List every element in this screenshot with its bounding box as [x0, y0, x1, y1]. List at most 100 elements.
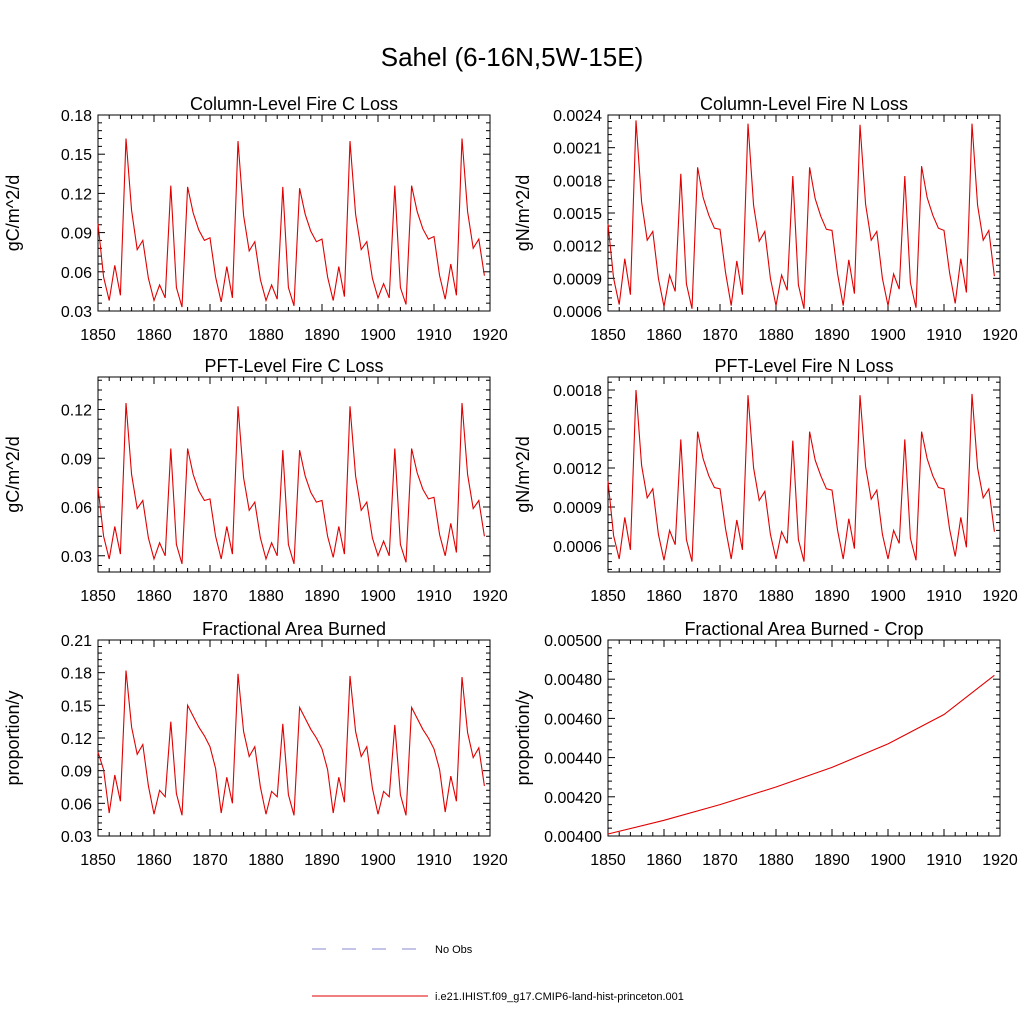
y-axis-label: proportion/y [513, 690, 533, 785]
x-tick-label: 1900 [360, 852, 396, 869]
y-tick-label: 0.00420 [544, 790, 602, 807]
x-tick-label: 1850 [80, 588, 116, 605]
x-tick-label: 1860 [646, 327, 682, 344]
y-tick-label: 0.0024 [553, 108, 602, 125]
x-tick-label: 1870 [702, 852, 738, 869]
panel-title: Column-Level Fire N Loss [700, 94, 908, 114]
x-tick-label: 1920 [472, 327, 508, 344]
x-tick-label: 1850 [80, 327, 116, 344]
y-tick-label: 0.09 [61, 451, 92, 468]
x-tick-label: 1860 [646, 588, 682, 605]
x-tick-label: 1870 [702, 327, 738, 344]
x-tick-label: 1890 [304, 588, 340, 605]
legend-label-model: i.e21.IHIST.f09_g17.CMIP6-land-hist-prin… [435, 991, 684, 1003]
x-tick-label: 1850 [590, 327, 626, 344]
x-tick-label: 1870 [192, 852, 228, 869]
x-tick-label: 1920 [982, 852, 1018, 869]
x-tick-label: 1880 [758, 588, 794, 605]
x-tick-label: 1850 [80, 852, 116, 869]
x-tick-label: 1910 [416, 588, 452, 605]
y-tick-label: 0.12 [61, 403, 92, 420]
x-tick-label: 1850 [590, 588, 626, 605]
x-tick-label: 1890 [814, 327, 850, 344]
x-tick-label: 1900 [870, 852, 906, 869]
plot-frame [97, 376, 491, 573]
y-tick-label: 0.0015 [553, 206, 602, 223]
y-tick-label: 0.03 [61, 549, 92, 566]
y-tick-label: 0.21 [61, 633, 92, 650]
panel-title: Fractional Area Burned [202, 619, 386, 639]
y-axis-label: gN/m^2/d [513, 436, 533, 512]
y-tick-label: 0.00460 [544, 711, 602, 728]
x-tick-label: 1870 [192, 327, 228, 344]
y-axis-label: gC/m^2/d [3, 175, 23, 251]
x-tick-label: 1860 [136, 852, 172, 869]
chart-panel-2: 1850 1860 1870 1880 1890 1900 1910 1920 0.0006 0.… [513, 94, 1018, 344]
chart-panels: 1850 1860 1870 1880 1890 1900 1910 1920 0.03 0.06… [3, 94, 1018, 869]
x-tick-label: 1860 [136, 327, 172, 344]
x-tick-label: 1890 [814, 852, 850, 869]
y-tick-label: 0.09 [61, 226, 92, 243]
plot-frame [97, 114, 491, 312]
x-tick-label: 1910 [926, 588, 962, 605]
y-tick-label: 0.00400 [544, 829, 602, 846]
y-axis-label: proportion/y [3, 690, 23, 785]
x-tick-label: 1850 [590, 852, 626, 869]
y-tick-label: 0.0012 [553, 239, 602, 256]
x-tick-label: 1910 [416, 852, 452, 869]
y-tick-label: 0.06 [61, 265, 92, 282]
x-tick-label: 1890 [814, 588, 850, 605]
series-line [607, 389, 995, 562]
y-tick-label: 0.0015 [553, 422, 602, 439]
x-tick-label: 1860 [136, 588, 172, 605]
y-tick-label: 0.12 [61, 731, 92, 748]
y-tick-label: 0.0018 [553, 383, 602, 400]
panel-title: Fractional Area Burned - Crop [684, 619, 923, 639]
y-tick-label: 0.0021 [553, 141, 602, 158]
legend: No Obs i.e21.IHIST.f09_g17.CMIP6-land-hi… [312, 944, 684, 1003]
y-tick-label: 0.15 [61, 698, 92, 715]
panel-title: PFT-Level Fire C Loss [204, 356, 383, 376]
series-line [607, 120, 995, 309]
x-tick-label: 1910 [926, 852, 962, 869]
chart-panel-1: 1850 1860 1870 1880 1890 1900 1910 1920 0.03 0.06… [3, 94, 508, 344]
x-tick-label: 1880 [248, 852, 284, 869]
chart-panel-5: 1850 1860 1870 1880 1890 1900 1910 1920 0.03 0.06… [3, 619, 508, 869]
y-tick-label: 0.18 [61, 108, 92, 125]
x-tick-label: 1880 [248, 588, 284, 605]
x-tick-label: 1920 [982, 588, 1018, 605]
x-tick-label: 1920 [472, 588, 508, 605]
y-tick-label: 0.00440 [544, 751, 602, 768]
panel-title: PFT-Level Fire N Loss [714, 356, 893, 376]
series-line [97, 670, 485, 816]
chart-panel-3: 1850 1860 1870 1880 1890 1900 1910 1920 0.03 0.06… [3, 356, 508, 605]
x-tick-label: 1860 [646, 852, 682, 869]
x-tick-label: 1900 [870, 588, 906, 605]
y-tick-label: 0.09 [61, 764, 92, 781]
y-axis-label: gN/m^2/d [513, 175, 533, 251]
chart-panel-6: 1850 1860 1870 1880 1890 1900 1910 1920 0.00400 0… [513, 619, 1018, 869]
y-tick-label: 0.0012 [553, 461, 602, 478]
chart-panel-4: 1850 1860 1870 1880 1890 1900 1910 1920 0.0006 0.… [513, 356, 1018, 605]
y-tick-label: 0.0009 [553, 271, 602, 288]
x-tick-label: 1880 [758, 327, 794, 344]
y-tick-label: 0.18 [61, 666, 92, 683]
legend-label-no-obs: No Obs [435, 944, 473, 956]
x-tick-label: 1920 [472, 852, 508, 869]
y-tick-label: 0.0018 [553, 173, 602, 190]
x-tick-label: 1920 [982, 327, 1018, 344]
y-tick-label: 0.00500 [544, 633, 602, 650]
series-line [97, 402, 485, 565]
y-tick-label: 0.06 [61, 500, 92, 517]
y-axis-label: gC/m^2/d [3, 436, 23, 512]
y-tick-label: 0.0006 [553, 304, 602, 321]
series-line [607, 674, 995, 835]
y-tick-label: 0.15 [61, 147, 92, 164]
plot-frame [607, 639, 1001, 837]
x-tick-label: 1900 [360, 327, 396, 344]
x-tick-label: 1880 [758, 852, 794, 869]
x-tick-label: 1910 [926, 327, 962, 344]
x-tick-label: 1900 [870, 327, 906, 344]
x-tick-label: 1890 [304, 327, 340, 344]
